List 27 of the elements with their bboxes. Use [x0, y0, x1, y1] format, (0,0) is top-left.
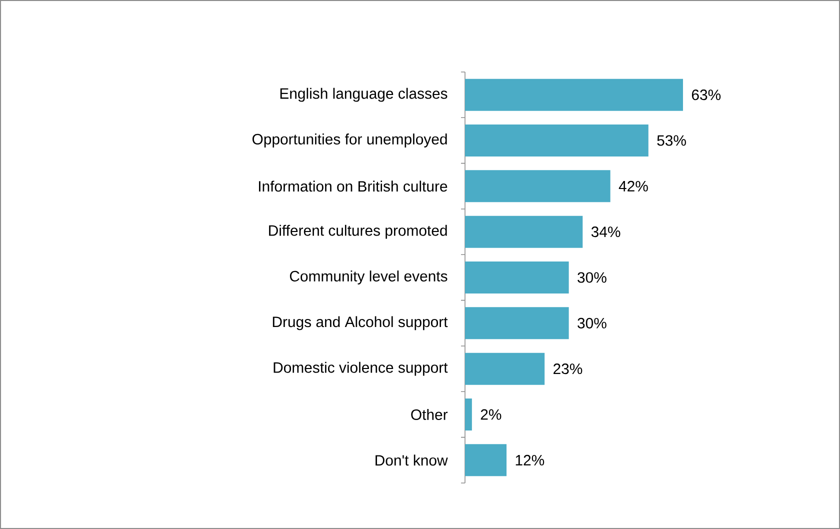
- bar: [465, 124, 648, 156]
- y-tick-label: Don't know: [376, 454, 448, 466]
- y-tick-label: Information on British culture: [258, 180, 448, 192]
- bar: [465, 352, 545, 385]
- data-label: 53%: [657, 135, 686, 146]
- data-label: 2%: [480, 409, 502, 420]
- data-label: 30%: [578, 318, 606, 328]
- bar: [465, 170, 610, 202]
- data-label: 63%: [692, 90, 721, 100]
- data-label: 12%: [516, 454, 544, 466]
- y-tick-label: Drugs and Alcohol support: [272, 316, 448, 330]
- y-tick-label: Different cultures promoted: [269, 224, 447, 239]
- data-label: 42%: [618, 180, 648, 192]
- bar: [465, 398, 472, 430]
- y-tick-label: Domestic violence support: [274, 362, 448, 376]
- y-tick-label: Other: [411, 409, 448, 420]
- data-label: 34%: [591, 226, 620, 238]
- data-label: 30%: [578, 272, 606, 283]
- bar: [465, 444, 507, 476]
- bar: [465, 307, 569, 340]
- y-tick-label: Community level events: [290, 270, 448, 284]
- bar: [465, 261, 569, 294]
- data-label: 23%: [554, 364, 582, 374]
- y-tick-label: Opportunities for unemployed: [252, 134, 447, 148]
- y-tick-label: English language classes: [280, 88, 448, 102]
- bar: [465, 216, 583, 248]
- bar: [465, 78, 683, 111]
